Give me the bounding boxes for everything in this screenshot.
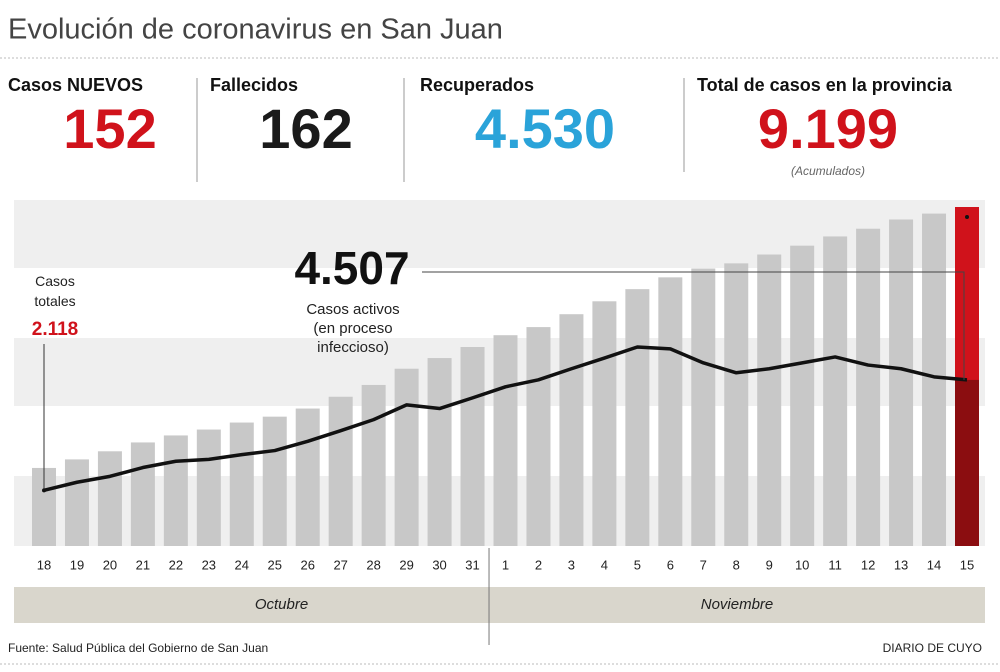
series-name: Casos activos (en proceso infeccioso) [306, 301, 399, 356]
bar [526, 327, 551, 546]
stat-value: 152 [63, 97, 156, 160]
x-tick-label: 5 [634, 557, 641, 572]
x-tick-label: 26 [300, 557, 314, 572]
bar [889, 219, 914, 546]
stat-value: 9.199 [758, 97, 898, 160]
bar [262, 416, 287, 546]
x-tick-label: 22 [169, 557, 183, 572]
x-tick-label: 31 [465, 557, 479, 572]
bar [592, 301, 617, 546]
bar [97, 451, 122, 546]
stat-label: Fallecidos [210, 75, 298, 95]
x-tick-label: 14 [927, 557, 941, 572]
bar [163, 435, 188, 546]
leader-dot [42, 488, 46, 493]
x-tick-label: 9 [766, 557, 773, 572]
bar [328, 396, 353, 546]
x-tick-label: 1 [502, 557, 509, 572]
bar [823, 236, 848, 546]
stat-value: 4.530 [475, 97, 615, 160]
x-tick-label: 8 [733, 557, 740, 572]
stat-value: 162 [259, 97, 352, 160]
x-tick-label: 24 [235, 557, 249, 572]
bar [559, 314, 584, 546]
x-tick-label: 18 [37, 557, 51, 572]
x-tick-label: 15 [960, 557, 974, 572]
x-tick-label: 20 [103, 557, 117, 572]
x-tick-label: 19 [70, 557, 84, 572]
month-label: Octubre [255, 596, 308, 613]
leader-dot [965, 215, 969, 219]
bar [493, 335, 518, 546]
bar [625, 289, 650, 546]
stat-label: Casos NUEVOS [8, 75, 143, 95]
bar [790, 245, 815, 546]
bar [64, 459, 89, 546]
month-band [14, 587, 985, 623]
x-tick-label: 13 [894, 557, 908, 572]
x-tick-label: 4 [601, 557, 608, 572]
x-tick-label: 28 [366, 557, 380, 572]
x-tick-label: 27 [333, 557, 347, 572]
brand: DIARIO DE CUYO [883, 641, 982, 655]
value-label: 2.118 [32, 319, 79, 340]
bar [229, 422, 254, 546]
x-tick-label: 11 [828, 557, 842, 572]
source: Fuente: Salud Pública del Gobierno de Sa… [8, 641, 268, 655]
x-tick-label: 12 [861, 557, 875, 572]
bar [757, 254, 782, 546]
x-tick-label: 21 [136, 557, 150, 572]
x-tick-label: 10 [795, 557, 809, 572]
x-tick-label: 2 [535, 557, 542, 572]
bar [922, 213, 947, 546]
stat-note: (Acumulados) [791, 164, 865, 178]
x-tick-label: 7 [700, 557, 707, 572]
value-label: 4.507 [294, 242, 409, 294]
bar [427, 358, 452, 546]
title: Evolución de coronavirus en San Juan [8, 14, 503, 46]
bar [361, 384, 386, 546]
leader [422, 271, 965, 380]
bar-active [955, 379, 979, 546]
bar [130, 442, 155, 546]
series-name: Casos totales [34, 273, 75, 309]
stat-label: Total de casos en la provincia [697, 75, 953, 95]
bar [295, 408, 320, 546]
bar [394, 368, 419, 546]
bar [196, 429, 221, 546]
x-tick-label: 23 [202, 557, 216, 572]
stat-label: Recuperados [420, 75, 534, 95]
bar [460, 347, 485, 546]
x-tick-label: 3 [568, 557, 575, 572]
x-tick-label: 29 [399, 557, 413, 572]
bar [658, 277, 683, 546]
x-tick-label: 6 [667, 557, 674, 572]
month-label: Noviembre [701, 596, 774, 613]
bar [724, 263, 749, 546]
x-tick-label: 30 [432, 557, 446, 572]
bar [691, 268, 716, 546]
x-tick-label: 25 [268, 557, 282, 572]
line [43, 345, 968, 493]
bar [856, 228, 881, 546]
